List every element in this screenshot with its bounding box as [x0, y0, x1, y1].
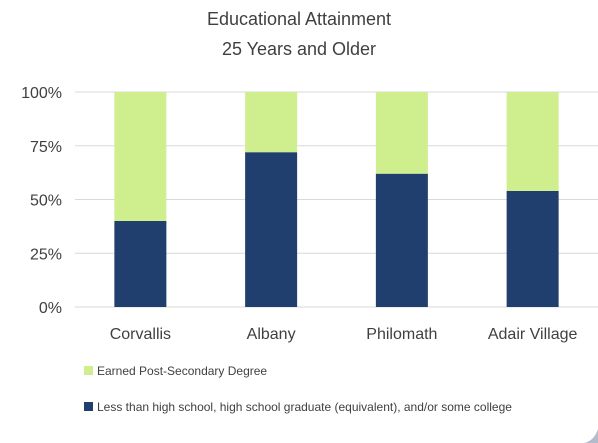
x-tick-label: Albany [247, 326, 296, 343]
legend-item-less-than-degree: Less than high school, high school gradu… [84, 399, 544, 415]
chart-title: Educational Attainment [206, 9, 392, 29]
y-tick-label: 100% [21, 85, 62, 102]
y-tick-label: 25% [30, 246, 62, 263]
bar-segment [114, 92, 167, 221]
y-tick-label: 0% [39, 300, 62, 317]
x-tick-label: Corvallis [110, 326, 171, 343]
legend-swatch-post-secondary [84, 366, 93, 375]
legend-label-less-than-degree: Less than high school, high school gradu… [97, 400, 512, 414]
bar-chart-plot: 0% 25% 50% 75% 100% Corvallis Albany Philomath A… [21, 85, 598, 343]
bar-segment [245, 152, 298, 307]
legend-swatch-less-than-degree [84, 402, 93, 411]
x-tick-label: Adair Village [488, 326, 578, 343]
bar-segment [506, 92, 559, 191]
bar-segment [114, 221, 167, 307]
y-tick-label: 75% [30, 139, 62, 156]
bar-segment [375, 173, 428, 307]
legend-item-post-secondary: Earned Post-Secondary Degree [84, 363, 544, 379]
chart-subtitle: 25 Years and Older [221, 39, 377, 59]
y-tick-label: 50% [30, 193, 62, 210]
corner-decoration [584, 429, 598, 443]
bar-segment [375, 92, 428, 174]
bar-segment [506, 190, 559, 307]
bar-segment [245, 92, 298, 153]
legend-label-post-secondary: Earned Post-Secondary Degree [97, 364, 268, 378]
x-tick-label: Philomath [366, 326, 437, 343]
